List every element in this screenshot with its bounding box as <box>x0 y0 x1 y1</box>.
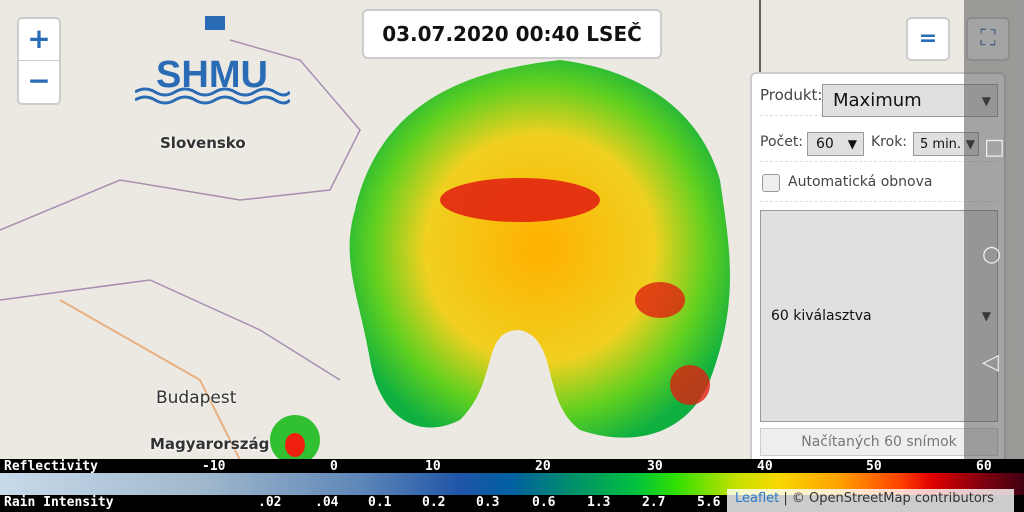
auto-refresh-label: Automatická obnova <box>788 174 933 190</box>
home-icon[interactable]: ○ <box>982 242 1002 267</box>
menu-toggle-button[interactable]: = <box>906 17 950 61</box>
logo-text: SHMU <box>156 54 268 96</box>
shmu-logo: SHMU <box>135 16 290 105</box>
reflectivity-label: Reflectivity <box>4 459 98 474</box>
rain-tick: .04 <box>315 495 339 510</box>
reflectivity-tick: -10 <box>202 459 226 474</box>
leaflet-link[interactable]: Leaflet <box>735 491 780 506</box>
place-label-slovensko: Slovensko <box>160 134 246 152</box>
reflectivity-tick: 20 <box>535 459 551 474</box>
product-label: Produkt: <box>760 86 823 104</box>
dropdown-arrow-icon: ▼ <box>847 137 857 151</box>
zoom-in-button[interactable]: + <box>19 19 59 61</box>
reflectivity-tick: 30 <box>647 459 663 474</box>
rain-tick: 2.7 <box>642 495 666 510</box>
frames-select[interactable]: 60 kiválasztva▼ <box>760 210 998 422</box>
rain-tick: 0.3 <box>476 495 500 510</box>
recent-apps-icon[interactable]: □ <box>984 135 1005 160</box>
map-attribution: Leaflet | © OpenStreetMap contributors <box>727 489 1014 512</box>
rain-tick: 5.6 <box>697 495 721 510</box>
product-value: Maximum <box>833 90 922 111</box>
rain-tick: 0.6 <box>532 495 556 510</box>
zoom-out-button[interactable]: − <box>27 64 51 97</box>
reflectivity-tick: 50 <box>866 459 882 474</box>
hamburger-icon: = <box>918 26 938 51</box>
frames-select-value: 60 kiválasztva <box>771 308 872 324</box>
osm-attribution: | © OpenStreetMap contributors <box>783 491 994 506</box>
place-label-budapest: Budapest <box>156 388 237 408</box>
place-label-magyarorszag: Magyarország <box>150 435 270 453</box>
reflectivity-tick: 0 <box>330 459 338 474</box>
zoom-control: + − <box>17 17 61 105</box>
reflectivity-tick: 60 <box>976 459 992 474</box>
count-value: 60 <box>816 136 834 152</box>
load-frames-button[interactable]: Načítaných 60 snímok <box>760 428 998 456</box>
control-panel: Produkt: Maximum ▼ Počet: 60 ▼ Krok: 5 min… <box>750 72 1006 472</box>
map-background <box>0 0 761 465</box>
rain-tick: 0.2 <box>422 495 446 510</box>
count-select[interactable]: 60 ▼ <box>807 132 864 156</box>
reflectivity-tick: 40 <box>757 459 773 474</box>
rain-tick: .02 <box>258 495 282 510</box>
rain-tick: 1.3 <box>587 495 611 510</box>
reflectivity-tick: 10 <box>425 459 441 474</box>
radar-map[interactable] <box>0 0 1024 465</box>
auto-refresh-checkbox[interactable] <box>762 174 780 192</box>
back-icon[interactable]: ◁ <box>982 350 999 375</box>
step-label: Krok: <box>871 134 908 150</box>
radar-echo <box>349 60 730 438</box>
step-value: 5 min. <box>920 137 962 152</box>
rain-intensity-label: Rain Intensity <box>4 495 114 510</box>
android-nav-bar: □ ○ ◁ <box>964 0 1024 460</box>
timestamp-display: 03.07.2020 00:40 LSEČ <box>362 9 662 59</box>
rain-tick: 0.1 <box>368 495 392 510</box>
count-label: Počet: <box>760 134 804 150</box>
